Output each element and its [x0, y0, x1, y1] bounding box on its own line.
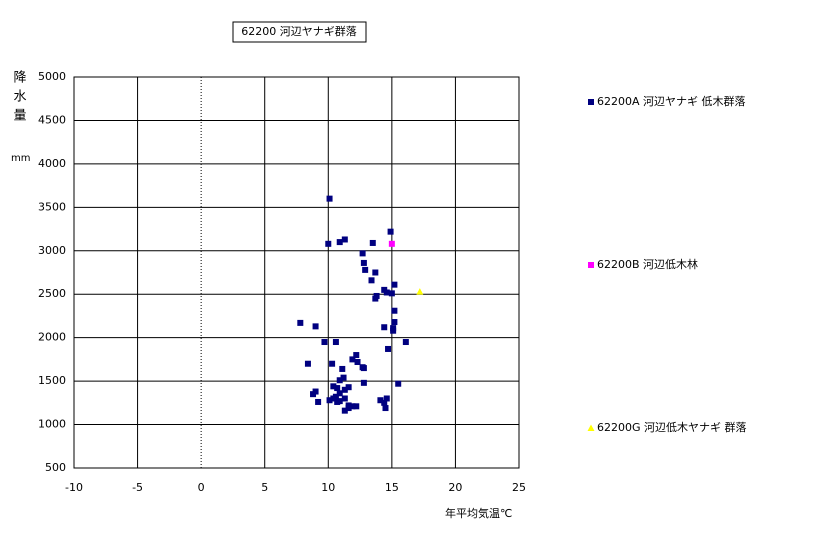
y-tick-label: 1500 — [38, 374, 66, 387]
legend-marker — [587, 424, 595, 431]
data-point — [330, 395, 337, 402]
x-tick-label: 15 — [385, 481, 399, 494]
data-point — [395, 380, 402, 387]
data-point — [332, 339, 339, 346]
data-point — [381, 399, 388, 406]
data-point — [353, 403, 360, 410]
data-point — [297, 319, 304, 326]
y-tick-label: 2500 — [38, 287, 66, 300]
data-point — [381, 324, 388, 331]
y-tick-label: 2000 — [38, 331, 66, 344]
x-tick-label: -5 — [132, 481, 143, 494]
data-point — [382, 405, 389, 412]
x-tick-label: -10 — [65, 481, 83, 494]
data-point — [341, 395, 348, 402]
data-point — [336, 239, 343, 246]
x-tick-label: 10 — [321, 481, 335, 494]
data-point — [377, 397, 384, 404]
y-axis-label: 降水量 — [11, 70, 27, 127]
data-point — [391, 307, 398, 314]
data-point — [329, 360, 336, 367]
y-tick-label: 5000 — [38, 70, 66, 83]
data-point — [360, 379, 367, 386]
y-tick-label: 1000 — [38, 418, 66, 431]
data-point — [391, 281, 398, 288]
data-point — [388, 290, 395, 297]
data-point — [372, 295, 379, 302]
data-point — [385, 345, 392, 352]
data-point — [304, 360, 311, 367]
data-point — [360, 365, 367, 372]
plot-area — [73, 76, 520, 469]
x-axis-label: 年平均気温℃ — [445, 506, 512, 520]
data-point — [321, 339, 328, 346]
data-point — [372, 269, 379, 276]
data-point — [416, 288, 424, 295]
x-tick-label: 25 — [512, 481, 526, 494]
data-point — [345, 384, 352, 391]
legend-label: 62200G 河辺低木ヤナギ 群落 — [597, 420, 747, 434]
data-point — [349, 403, 356, 410]
data-point — [383, 289, 390, 296]
y-tick-label: 3500 — [38, 200, 66, 213]
data-point — [360, 259, 367, 266]
x-tick-label: 20 — [448, 481, 462, 494]
data-point — [388, 240, 395, 247]
x-tick-label: 0 — [198, 481, 205, 494]
y-tick-label: 4000 — [38, 157, 66, 170]
data-point — [341, 236, 348, 243]
data-point — [353, 352, 360, 359]
data-point — [330, 383, 337, 390]
y-axis-unit: mm — [11, 153, 30, 164]
data-point — [368, 277, 375, 284]
data-point — [315, 398, 322, 405]
data-point — [402, 339, 409, 346]
y-tick-label: 3000 — [38, 244, 66, 257]
y-tick-label: 4500 — [38, 113, 66, 126]
legend-label: 62200B 河辺低木林 — [597, 257, 698, 271]
data-point — [391, 319, 398, 326]
data-point — [362, 266, 369, 273]
data-point — [336, 398, 343, 405]
data-point — [387, 228, 394, 235]
data-point — [325, 240, 332, 247]
data-point — [312, 323, 319, 330]
data-point — [354, 358, 361, 365]
legend-marker — [588, 262, 594, 268]
data-point — [341, 386, 348, 393]
data-point — [349, 356, 356, 363]
data-point — [341, 407, 348, 414]
data-point — [345, 405, 352, 412]
data-point — [336, 377, 343, 384]
legend-marker — [588, 99, 594, 105]
data-point — [336, 390, 343, 397]
data-point — [369, 239, 376, 246]
data-point — [390, 327, 397, 334]
x-tick-label: 5 — [261, 481, 268, 494]
data-point — [383, 395, 390, 402]
data-point — [326, 195, 333, 202]
data-point — [310, 391, 317, 398]
data-point — [326, 397, 333, 404]
chart-title: 62200 河辺ヤナギ群落 — [241, 24, 357, 38]
legend-label: 62200A 河辺ヤナギ 低木群落 — [597, 94, 746, 108]
data-point — [334, 385, 341, 392]
data-point — [339, 365, 346, 372]
data-point — [340, 374, 347, 381]
data-point — [359, 250, 366, 257]
y-tick-label: 500 — [45, 461, 66, 474]
title-box — [232, 21, 367, 43]
